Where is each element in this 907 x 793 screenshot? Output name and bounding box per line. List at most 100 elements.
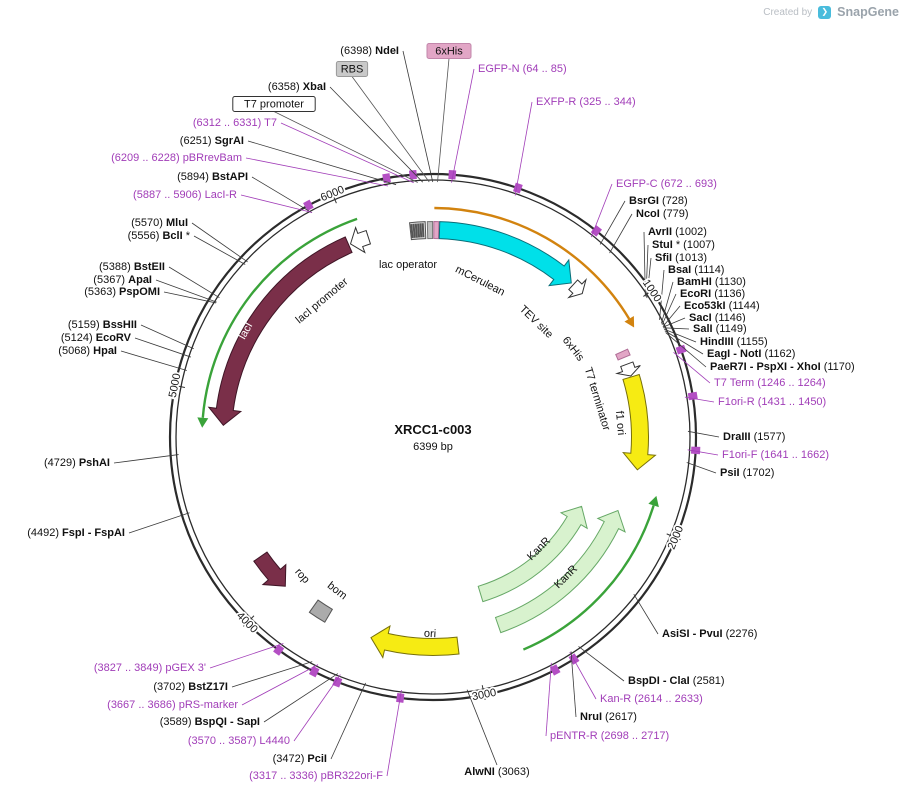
feature-bom[interactable]: [308, 599, 334, 623]
primer-site-mark[interactable]: [448, 169, 457, 180]
site-label-l4440[interactable]: (3570 .. 3587) L4440: [186, 734, 291, 749]
thin-arc-head-orf-arc: [624, 315, 635, 328]
site-label-stui[interactable]: StuI * (1007): [651, 238, 717, 253]
site-label-bsshii[interactable]: (5159) BssHII: [66, 318, 138, 333]
site-label-avrii[interactable]: AvrII (1002): [647, 225, 709, 240]
site-label-laci-r[interactable]: (5887 .. 5906) LacI-R: [132, 188, 239, 203]
feature-label-mcerulean[interactable]: mCerulean: [453, 263, 506, 298]
site-label-paer7i-pspxi-xhoi[interactable]: PaeR7I - PspXI - XhoI (1170): [709, 360, 857, 375]
site-label-sgrai[interactable]: (6251) SgrAI: [178, 134, 245, 149]
thin-arc-orf-arc[interactable]: [434, 206, 631, 320]
feature-mcerulean[interactable]: [438, 221, 572, 287]
boxed-label-his6-tag[interactable]: [426, 43, 472, 59]
primer-site-mark[interactable]: [273, 644, 285, 656]
feature-label-tev-site[interactable]: TEV site: [517, 303, 555, 341]
site-label-egfp-c[interactable]: EGFP-C (672 .. 693): [615, 177, 719, 192]
site-label-ecori[interactable]: EcoRI (1136): [679, 287, 747, 302]
site-label-f1ori-f[interactable]: F1ori-F (1641 .. 1662): [721, 448, 831, 463]
site-label-f1ori-r[interactable]: F1ori-R (1431 .. 1450): [717, 395, 828, 410]
site-label-mlui[interactable]: (5570) MluI: [130, 216, 190, 231]
site-label-fspi-fspai[interactable]: (4492) FspI - FspAI: [26, 526, 127, 541]
feature-label-rop[interactable]: rop: [292, 566, 312, 586]
site-label-bsteii[interactable]: (5388) BstEII: [97, 260, 166, 275]
site-label-eagi-noti[interactable]: EagI - NotI (1162): [706, 347, 797, 362]
primer-site-mark[interactable]: [590, 225, 603, 237]
snapgene-watermark: Created by ❯ SnapGene: [763, 5, 899, 19]
site-label-egfp-n[interactable]: EGFP-N (64 .. 85): [477, 62, 569, 77]
site-label-bstz17i[interactable]: (3702) BstZ17I: [152, 680, 230, 695]
site-label-sali[interactable]: SalI (1149): [692, 322, 749, 337]
site-label-ndei[interactable]: (6398) NdeI: [339, 44, 401, 59]
site-label-kan-r[interactable]: Kan-R (2614 .. 2633): [599, 692, 705, 707]
site-label-bcli[interactable]: (5556) BclI *: [126, 229, 192, 244]
site-label-bspdi-clai[interactable]: BspDI - ClaI (2581): [627, 674, 727, 689]
site-label-exfp-r[interactable]: EXFP-R (325 .. 344): [535, 95, 638, 110]
site-label-sfii[interactable]: SfiI (1013): [654, 251, 709, 266]
site-label-psii[interactable]: PsiI (1702): [719, 466, 776, 481]
primer-site-mark[interactable]: [303, 199, 314, 212]
site-label-eco53ki[interactable]: Eco53kI (1144): [683, 299, 762, 314]
primer-site-mark[interactable]: [513, 182, 523, 194]
site-label-t7-primer[interactable]: (6312 .. 6331) T7: [191, 116, 278, 131]
site-label-pshai[interactable]: (4729) PshAI: [42, 456, 111, 471]
feature-t7-terminator[interactable]: [615, 361, 641, 377]
leader-line-xbai: [329, 86, 424, 183]
feature-label-his6-c[interactable]: 6xHis: [560, 334, 587, 363]
site-label-pbr322ori-f[interactable]: (3317 .. 3336) pBR322ori-F: [248, 769, 385, 784]
site-label-asisi-pvui[interactable]: AsiSI - PvuI (2276): [661, 627, 759, 642]
feature-ori[interactable]: [370, 624, 460, 659]
site-label-xbai[interactable]: (6358) XbaI: [266, 80, 327, 95]
boxed-label-rbs[interactable]: [335, 61, 369, 77]
feature-label-lac-operator[interactable]: lac operator: [379, 259, 437, 271]
site-label-pspomi[interactable]: (5363) PspOMI: [83, 285, 162, 300]
site-label-saci[interactable]: SacI (1146): [688, 311, 748, 326]
leader-line-bstapi: [251, 176, 312, 214]
feature-label-ori[interactable]: ori: [424, 628, 437, 641]
primer-site-mark[interactable]: [408, 170, 417, 180]
feature-his6-n[interactable]: [433, 220, 440, 240]
primer-site-mark[interactable]: [382, 173, 391, 184]
site-label-bstapi[interactable]: (5894) BstAPI: [176, 170, 250, 185]
feature-his6-c[interactable]: [615, 348, 631, 361]
site-label-pentr-r[interactable]: pENTR-R (2698 .. 2717): [549, 729, 671, 744]
feature-label-f1-ori[interactable]: f1 ori: [613, 410, 627, 435]
site-label-alwni[interactable]: AlwNI (3063): [463, 765, 531, 780]
site-label-hindiii[interactable]: HindIII (1155): [699, 335, 770, 350]
primer-site-mark[interactable]: [308, 666, 320, 678]
primer-site-mark[interactable]: [332, 676, 343, 688]
boxed-label-t7-promoter[interactable]: [232, 96, 316, 112]
site-label-bsrgi[interactable]: BsrGI (728): [628, 194, 690, 209]
site-label-t7-term[interactable]: T7 Term (1246 .. 1264): [713, 376, 828, 391]
site-label-pgex3[interactable]: (3827 .. 3849) pGEX 3': [92, 661, 207, 676]
feature-label-t7-terminator[interactable]: T7 terminator: [582, 366, 613, 432]
site-label-nrui[interactable]: NruI (2617): [579, 710, 639, 725]
primer-site-mark[interactable]: [675, 344, 687, 355]
site-label-bspqi-sapi[interactable]: (3589) BspQI - SapI: [158, 715, 261, 730]
thin-arc-laci-arc[interactable]: [201, 217, 358, 418]
feature-kanr-outer[interactable]: [494, 509, 626, 634]
feature-rbs[interactable]: [426, 220, 434, 240]
feature-label-bom[interactable]: bom: [325, 580, 349, 603]
feature-tev-site[interactable]: [567, 278, 587, 299]
feature-laci[interactable]: [207, 236, 353, 426]
feature-laci-promoter[interactable]: [349, 225, 372, 254]
site-label-ecorv[interactable]: (5124) EcoRV: [59, 331, 133, 346]
bp-tick: [243, 615, 255, 627]
site-label-prs-marker[interactable]: (3667 .. 3686) pRS-marker: [106, 698, 240, 713]
site-label-ncoi[interactable]: NcoI (779): [635, 207, 691, 222]
site-label-bamhi[interactable]: BamHI (1130): [676, 275, 748, 290]
site-label-pbrrevbam[interactable]: (6209 .. 6228) pBRrevBam: [110, 151, 244, 166]
primer-site-mark[interactable]: [549, 664, 561, 676]
site-label-hpai[interactable]: (5068) HpaI: [57, 344, 119, 359]
site-label-pcii[interactable]: (3472) PciI: [271, 752, 328, 767]
feature-hatch-stripe: [414, 223, 418, 238]
thin-arc-kanr-arc[interactable]: [522, 505, 655, 651]
primer-site-mark[interactable]: [687, 391, 698, 401]
site-label-apai[interactable]: (5367) ApaI: [92, 273, 154, 288]
feature-rop[interactable]: [253, 551, 287, 587]
site-label-bsai[interactable]: BsaI (1114): [667, 263, 726, 278]
feature-hatch-stripe: [410, 224, 414, 239]
feature-kanr-inner[interactable]: [477, 505, 588, 603]
site-label-draiii[interactable]: DraIII (1577): [722, 430, 787, 445]
feature-f1-ori[interactable]: [622, 373, 657, 471]
